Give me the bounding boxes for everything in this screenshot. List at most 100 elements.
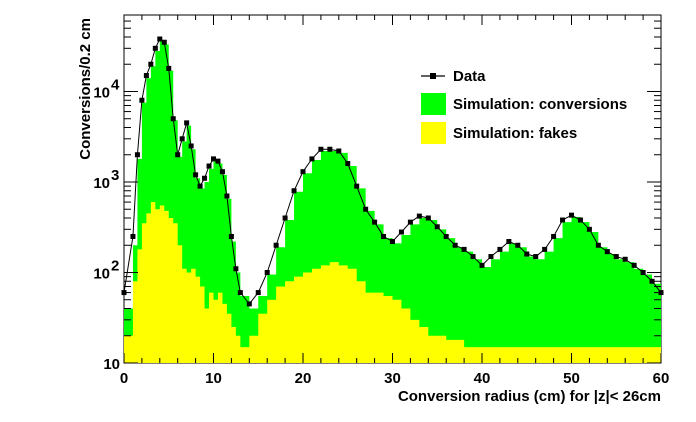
legend-data-marker <box>430 73 436 79</box>
data-point <box>577 217 583 223</box>
y-tick-exponent: 4 <box>111 76 120 93</box>
data-point <box>224 193 230 199</box>
data-point <box>488 254 494 260</box>
data-point <box>461 246 467 252</box>
data-point <box>551 233 557 239</box>
data-point <box>327 146 333 152</box>
data-series <box>121 36 664 307</box>
data-point <box>363 206 369 212</box>
data-point <box>219 169 225 175</box>
data-point <box>237 290 243 296</box>
x-tick-label: 60 <box>653 370 670 387</box>
x-axis-label: Conversion radius (cm) for |z|< 26cm <box>398 388 661 405</box>
data-point <box>148 61 154 67</box>
legend-swatch-fakes <box>421 122 446 144</box>
data-point <box>416 213 422 219</box>
legend-label-data: Data <box>453 68 486 85</box>
data-point <box>197 183 203 189</box>
data-point <box>604 249 610 255</box>
data-point <box>425 215 431 221</box>
y-tick-label: 10 <box>103 356 120 373</box>
data-point <box>381 233 387 239</box>
y-tick-label: 10 <box>93 265 110 282</box>
legend-label-fakes: Simulation: fakes <box>453 125 577 142</box>
data-point <box>631 262 637 268</box>
data-point <box>170 116 176 122</box>
data-point <box>161 39 167 45</box>
y-tick-label: 10 <box>93 175 110 192</box>
data-point <box>211 156 216 162</box>
data-point <box>595 242 601 248</box>
legend-label-conversions: Simulation: conversions <box>453 96 627 113</box>
data-point <box>134 152 140 158</box>
data-point <box>515 242 521 248</box>
conversions-area <box>124 41 661 364</box>
data-point <box>479 262 485 268</box>
data-point <box>372 219 378 225</box>
data-point <box>255 290 261 296</box>
data-point <box>184 120 190 126</box>
data-point <box>524 251 530 257</box>
data-point <box>354 183 360 189</box>
x-tick-label: 40 <box>474 370 491 387</box>
data-point <box>569 212 574 218</box>
data-point <box>443 233 449 239</box>
data-point <box>291 188 297 194</box>
x-tick-label: 10 <box>205 370 222 387</box>
data-point <box>228 233 234 239</box>
data-point <box>497 246 503 252</box>
data-point <box>542 246 548 252</box>
data-point <box>390 239 395 245</box>
data-point <box>309 156 315 162</box>
x-tick-label: 0 <box>120 370 128 387</box>
data-point <box>434 224 440 230</box>
data-point <box>215 158 221 164</box>
x-tick-label: 20 <box>295 370 312 387</box>
x-tick-label: 30 <box>384 370 401 387</box>
data-point <box>336 148 342 154</box>
data-point <box>622 256 628 262</box>
data-point <box>613 254 619 260</box>
y-tick-exponent: 3 <box>111 167 119 184</box>
data-point <box>202 175 208 181</box>
x-axis: 0 10 20 30 40 50 60 <box>120 15 670 387</box>
data-point <box>152 45 158 51</box>
data-point <box>139 97 145 103</box>
data-point <box>166 65 172 71</box>
data-point <box>649 278 655 284</box>
data-point <box>193 172 199 178</box>
data-point <box>407 219 413 225</box>
data-point <box>175 152 181 158</box>
data-point <box>452 242 458 248</box>
data-point <box>246 301 252 307</box>
legend-swatch-conversions <box>421 93 446 115</box>
data-point <box>318 146 324 152</box>
data-point <box>233 266 239 272</box>
y-tick-label: 10 <box>93 84 110 101</box>
legend: Data Simulation: conversions Simulation:… <box>421 68 627 144</box>
data-point <box>130 233 136 239</box>
y-axis-label: Conversions/0.2 cm <box>77 18 94 160</box>
data-point <box>264 269 270 275</box>
data-point <box>506 239 512 245</box>
y-tick-exponent: 2 <box>111 257 119 274</box>
data-point <box>273 242 279 248</box>
x-tick-label: 50 <box>563 370 580 387</box>
fakes-area <box>124 202 661 363</box>
data-point <box>560 217 566 223</box>
data-point <box>345 161 351 167</box>
conversions-histogram <box>124 41 661 364</box>
data-point <box>157 36 163 42</box>
data-point <box>282 215 288 221</box>
data-point <box>206 163 212 169</box>
data-point <box>179 136 185 142</box>
data-point <box>143 73 149 79</box>
data-point <box>586 226 592 232</box>
data-point <box>533 254 539 260</box>
data-point <box>188 143 194 149</box>
data-point <box>470 254 476 260</box>
data-point <box>300 169 306 175</box>
data-point <box>640 269 646 275</box>
